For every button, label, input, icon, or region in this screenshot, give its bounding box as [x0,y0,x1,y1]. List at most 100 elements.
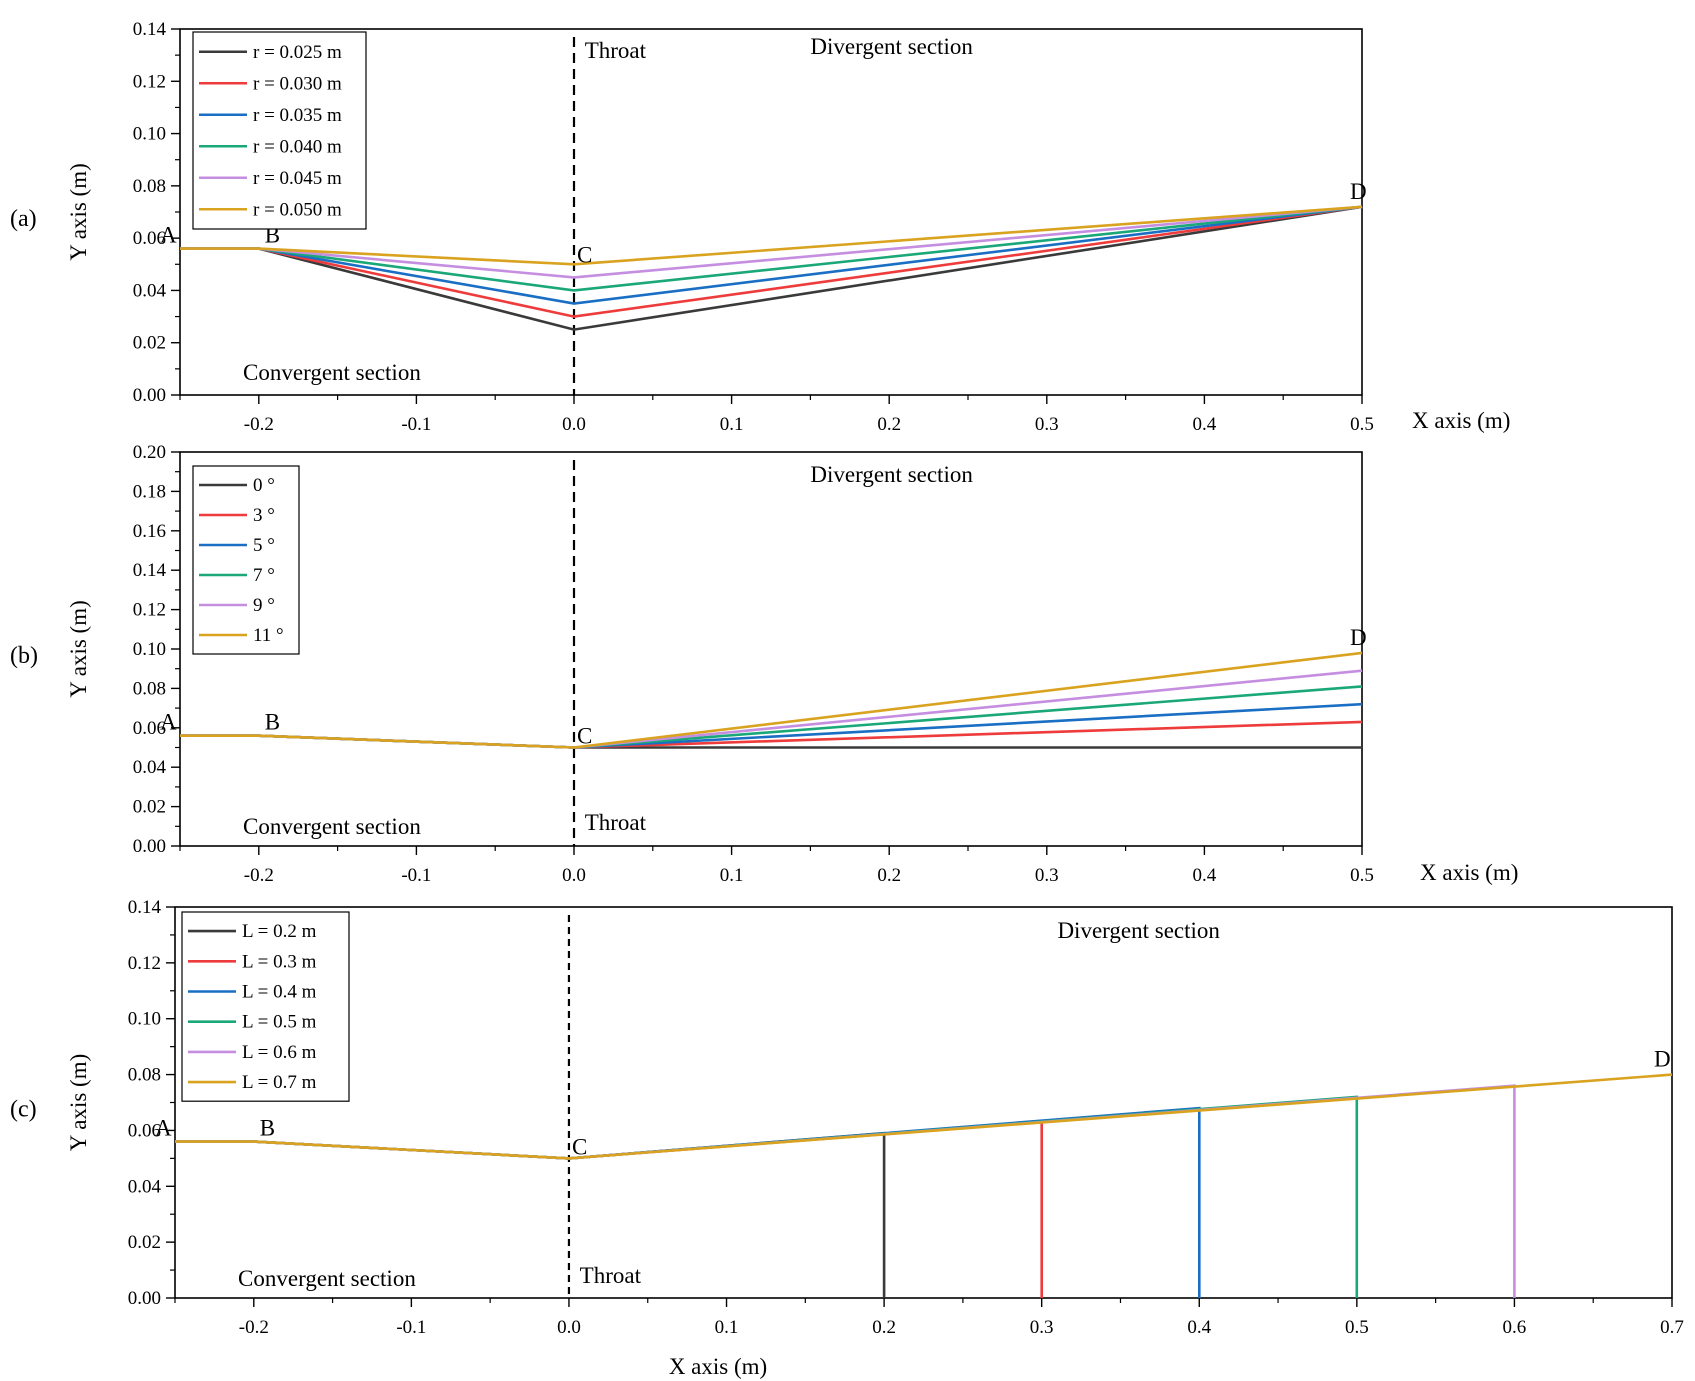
y-tick-label: 0.12 [128,953,161,974]
legend-box [181,911,350,1102]
convergent-section-label: Convergent section [243,360,421,385]
x-tick-label: 0.5 [1350,414,1374,435]
convergent-section-label: Convergent section [243,814,421,839]
chart-panel-a: -0.2 -0.1 0.0 0.1 0.2 0.3 0.4 0.5 0.00 0.02 0.04 0.… [10,19,1510,435]
legend-label: r = 0.025 m [253,42,342,63]
legend-label: L = 0.5 m [242,1012,317,1033]
y-tick-label: 0.10 [128,1009,161,1030]
point-label-a: A [155,1116,172,1141]
legend-box [192,31,367,230]
y-tick-label: 0.00 [128,1288,161,1309]
panel-label: (a) [10,206,37,232]
point-label-c: C [577,724,592,749]
legend-label: 0 ° [253,475,275,496]
y-tick-label: 0.14 [128,897,162,918]
x-tick-label: 0.0 [557,1317,581,1338]
legend-label: r = 0.035 m [253,105,342,126]
y-tick-label: 0.16 [133,521,166,542]
legend-label: r = 0.040 m [253,136,342,157]
y-tick-label: 0.12 [133,71,166,92]
y-axis-title: Y axis (m) [66,163,91,261]
legend-label: 7 ° [253,565,275,586]
panel-label: (c) [10,1097,37,1123]
y-tick-label: 0.14 [133,560,167,581]
y-tick-label: 0.20 [133,442,166,463]
x-axis-title: X axis (m) [1420,860,1518,885]
x-tick-label: 0.1 [720,865,744,886]
legend-label: L = 0.3 m [242,951,317,972]
y-tick-label: 0.08 [133,176,166,197]
y-tick-label: 0.10 [133,124,166,145]
x-tick-label: -0.1 [396,1317,426,1338]
series-line-gold [180,205,1363,266]
legend-label: L = 0.6 m [242,1042,317,1063]
divergent-section-label: Divergent section [810,462,973,487]
y-tick-label: 0.08 [128,1065,161,1086]
y-tick-label: 0.12 [133,600,166,621]
point-label-d: D [1654,1047,1671,1072]
y-axis-title: Y axis (m) [66,1054,91,1152]
y-tick-label: 0.06 [133,228,166,249]
point-label-a: A [160,223,177,248]
y-tick-label: 0.02 [133,797,166,818]
legend-label: 3 ° [253,505,275,526]
legend-label: 9 ° [253,595,275,616]
legend-label: r = 0.030 m [253,73,342,94]
y-tick-label: 0.00 [133,836,166,857]
x-tick-label: 0.4 [1193,414,1217,435]
x-tick-label: 0.3 [1030,1317,1054,1338]
x-tick-label: -0.2 [244,414,274,435]
divergent-section-label: Divergent section [1057,918,1220,943]
panel-label: (b) [10,643,38,669]
series-line-gold [175,1073,1673,1160]
legend-label: r = 0.050 m [253,199,342,220]
x-axis-title: X axis (m) [1412,408,1510,433]
legend-label: L = 0.7 m [242,1072,317,1093]
y-tick-label: 0.02 [128,1232,161,1253]
x-axis-title: X axis (m) [669,1354,767,1379]
x-tick-label: 0.0 [562,865,586,886]
x-tick-label: 0.7 [1660,1317,1684,1338]
throat-label: Throat [580,1263,642,1288]
x-tick-label: 0.4 [1193,865,1217,886]
x-tick-label: -0.2 [239,1317,269,1338]
throat-label: Throat [585,38,647,63]
y-tick-label: 0.14 [133,19,167,40]
legend-label: r = 0.045 m [253,168,342,189]
y-tick-label: 0.04 [128,1176,162,1197]
x-tick-label: -0.1 [401,865,431,886]
point-label-b: B [260,1116,275,1141]
convergent-section-label: Convergent section [238,1266,416,1291]
plot-frame [174,906,1673,1299]
point-label-c: C [577,242,592,267]
y-axis-title: Y axis (m) [66,600,91,698]
x-tick-label: 0.1 [715,1317,739,1338]
x-tick-label: 0.1 [720,414,744,435]
y-tick-label: 0.06 [128,1120,161,1141]
divergent-section-label: Divergent section [810,34,973,59]
x-tick-label: 0.4 [1187,1317,1211,1338]
plot-frame [179,451,1363,847]
x-tick-label: 0.2 [877,414,901,435]
point-label-d: D [1350,625,1367,650]
point-label-c: C [572,1134,587,1159]
x-tick-label: 0.5 [1345,1317,1369,1338]
y-tick-label: 0.18 [133,481,166,502]
series-line-gold [180,651,1363,749]
point-label-d: D [1350,179,1367,204]
x-tick-label: 0.3 [1035,865,1059,886]
y-tick-label: 0.06 [133,718,166,739]
legend-label: 11 ° [253,625,284,646]
y-tick-label: 0.00 [133,385,166,406]
x-tick-label: -0.1 [401,414,431,435]
y-tick-label: 0.08 [133,678,166,699]
y-tick-label: 0.04 [133,280,167,301]
x-tick-label: -0.2 [244,865,274,886]
x-tick-label: 0.0 [562,414,586,435]
y-tick-label: 0.04 [133,757,167,778]
x-tick-label: 0.2 [872,1317,896,1338]
point-label-a: A [160,710,177,735]
legend-label: L = 0.4 m [242,982,317,1003]
point-label-b: B [265,710,280,735]
